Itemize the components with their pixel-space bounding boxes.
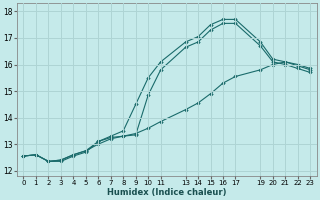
X-axis label: Humidex (Indice chaleur): Humidex (Indice chaleur) [107,188,227,197]
